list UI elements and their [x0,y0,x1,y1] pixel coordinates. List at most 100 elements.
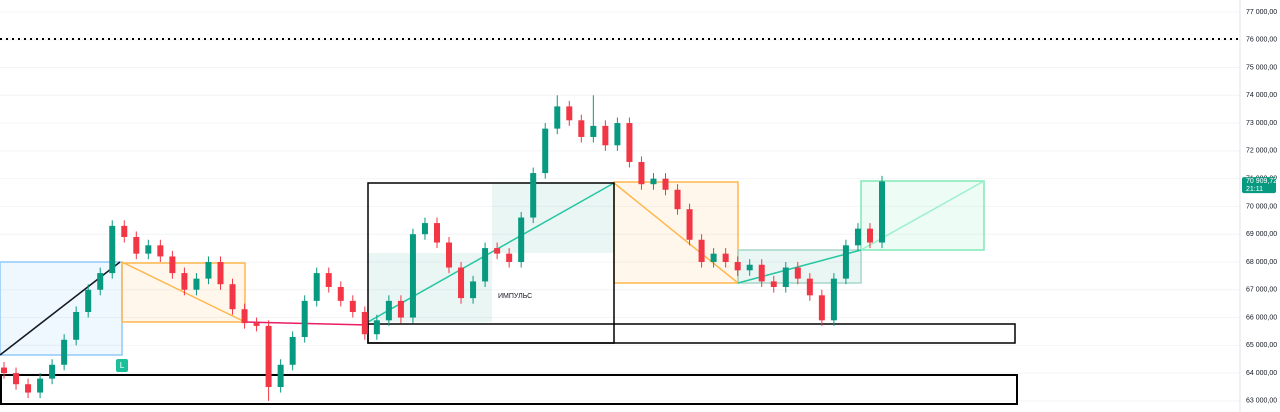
candle-body [710,253,717,262]
candle-body [446,242,453,268]
candle-body [530,173,537,218]
candle-body [25,384,32,393]
drawings: L ИМПУЛЬС [0,38,1240,405]
candle-body [818,295,825,321]
candle-body [313,273,320,301]
candle-body [229,284,236,310]
candle-body [1,367,7,374]
y-tick-label: 64 000,00 [1246,370,1277,377]
candle-body [782,267,789,287]
last-price-label: 70 909,72 [1246,178,1277,185]
candle-body [686,209,693,240]
y-tick-label: 76 000,00 [1246,37,1277,44]
candle-body [626,123,633,162]
y-tick-label: 63 000,00 [1246,398,1277,405]
candle-body [193,278,200,290]
candle-body [121,225,128,237]
marker-badge [116,359,128,372]
candle-body [265,325,272,387]
y-tick-label: 70 000,00 [1246,203,1277,210]
candle-body [879,181,885,243]
candle-body [470,281,477,299]
annotation: ИМПУЛЬС [498,293,532,300]
candle-body [181,273,188,290]
y-tick-label: 72 000,00 [1246,148,1277,155]
candle-body [842,245,849,279]
candle-body [49,364,56,379]
candle-body [674,189,681,210]
marker-label: L [120,361,125,370]
candle-body [758,264,765,282]
candle-body [85,289,92,312]
trend-line [367,182,615,323]
y-tick-label: 68 000,00 [1246,259,1277,266]
candle-body [397,300,404,318]
candle-body [205,261,212,279]
candle-body [650,178,657,185]
candle-body [518,217,525,262]
candle-body [109,225,116,274]
candle-body [506,253,513,262]
candle-body [241,309,248,324]
zone-box [0,374,1018,405]
candles [1,95,885,401]
candle-body [770,281,777,287]
candle-body [854,228,861,246]
y-tick-label: 74 000,00 [1246,92,1277,99]
candle-body [13,373,20,385]
y-tick-label: 75 000,00 [1246,64,1277,71]
candle-body [482,248,489,282]
candle-body [578,120,585,137]
candle-body [253,323,260,326]
candle-body [542,128,549,174]
candle-body [145,245,152,254]
candle-body [794,267,801,279]
candle-body [385,300,392,321]
y-tick-label: 67 000,00 [1246,287,1277,294]
candle-body [830,278,837,321]
candle-body [866,228,873,243]
candle-body [301,300,308,337]
countdown-label: 21:11 [1246,186,1263,193]
candle-body [409,234,416,318]
candle-body [361,311,368,335]
candle-body [554,106,561,129]
candle-body [61,339,68,365]
y-tick-label: 77 000,00 [1246,9,1277,16]
candle-body [157,245,164,257]
candle-body [169,256,176,274]
candle-body [602,125,609,146]
candle-body [277,364,284,387]
candle-body [97,273,104,290]
candle-body [722,253,729,262]
candle-body [289,336,296,365]
candle-body [337,286,344,301]
trend-line [737,249,862,284]
trend-line [121,261,246,323]
candle-body [638,161,645,185]
candle-body [494,248,501,254]
candle-body [806,278,813,296]
candle-body [349,300,356,312]
candle-body [746,264,753,271]
candle-body [566,106,573,121]
candle-body [590,125,597,137]
candle-body [734,261,741,271]
candle-body [325,273,332,287]
zone-box [367,323,1016,344]
candle-body [373,320,380,335]
candle-body [217,261,224,285]
candle-body [133,236,140,254]
y-tick-label: 69 000,00 [1246,231,1277,238]
trend-line [613,182,739,284]
candle-body [662,178,669,190]
candle-body [458,267,465,299]
candle-body [73,311,80,340]
candle-body [421,223,428,235]
candle-body [37,378,44,393]
y-tick-label: 73 000,00 [1246,120,1277,127]
candle-body [614,123,621,146]
last-price-badge [1242,177,1276,194]
